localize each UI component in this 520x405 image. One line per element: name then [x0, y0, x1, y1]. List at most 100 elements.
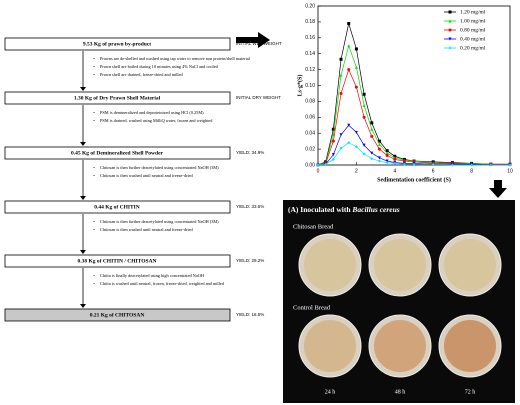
- right-arrow: [236, 32, 270, 48]
- marker: [331, 157, 335, 161]
- marker: [362, 152, 366, 156]
- x-tick-label: 8: [470, 168, 473, 174]
- marker: [362, 143, 366, 147]
- y-axis-label: Ls-g*(S): [296, 75, 303, 97]
- y-tick-label: 0.20: [305, 3, 315, 9]
- marker: [354, 47, 358, 51]
- x-axis-label: Sedimentation coefficient (S): [377, 176, 451, 183]
- marker: [331, 127, 335, 131]
- bullet: •: [93, 219, 95, 224]
- step-box: [4, 254, 231, 268]
- step-bullet: Chitosan is then further deacetylated us…: [100, 165, 219, 170]
- marker: [377, 156, 381, 160]
- series-line: [317, 142, 510, 166]
- y-tick-label: 0.02: [305, 146, 315, 152]
- y-tick-label: 0.10: [305, 83, 315, 89]
- bread-sample: [444, 239, 496, 291]
- bullet: •: [93, 118, 95, 123]
- bread-sample: [374, 320, 426, 372]
- step-note: INITIAL DRY WEIGHT: [236, 95, 281, 100]
- series-line: [317, 68, 510, 166]
- y-tick-label: 0.16: [305, 35, 315, 41]
- marker: [377, 147, 381, 151]
- step-label: 1.30 Kg of Dry Prawn Shell Material: [74, 95, 161, 101]
- step-box: [4, 37, 231, 51]
- legend-marker: [448, 19, 452, 23]
- marker: [324, 162, 328, 166]
- marker: [339, 57, 343, 61]
- marker: [402, 162, 406, 166]
- marker: [393, 161, 397, 165]
- series-line: [317, 44, 510, 166]
- bullet: •: [93, 281, 95, 286]
- marker: [508, 163, 512, 167]
- marker: [370, 157, 374, 161]
- bread-sample: [304, 239, 356, 291]
- marker: [339, 146, 343, 150]
- y-tick-label: 0.14: [305, 51, 315, 57]
- marker: [354, 130, 358, 134]
- organism: Bacillus cereus: [351, 205, 399, 214]
- bullet: •: [93, 165, 95, 170]
- flow-arrowhead: [80, 250, 86, 254]
- step-note: YIELD: 33.5%: [236, 204, 264, 209]
- marker: [385, 153, 389, 157]
- legend-label: 0.80 mg/ml: [460, 27, 486, 33]
- series-line: [317, 124, 510, 166]
- row-label: Control Bread: [293, 304, 331, 311]
- marker: [377, 142, 381, 146]
- y-tick-label: 0.18: [305, 19, 315, 25]
- bullet: •: [93, 64, 95, 69]
- marker: [385, 149, 389, 153]
- marker: [377, 139, 381, 143]
- step-bullet: Prawn shell are boiled during 10 minutes…: [100, 64, 219, 69]
- legend-marker: [448, 46, 452, 50]
- step-bullet: Chitin is finally deacetylated using hig…: [100, 273, 204, 278]
- marker: [331, 139, 335, 143]
- y-tick-label: 0.06: [305, 115, 315, 121]
- legend-label: 0.40 mg/ml: [460, 36, 486, 42]
- marker: [385, 159, 389, 163]
- marker: [370, 121, 374, 125]
- flow-arrowhead: [80, 142, 86, 146]
- flow-arrowhead: [80, 196, 86, 200]
- bullet: •: [93, 110, 95, 115]
- marker: [316, 163, 320, 167]
- marker: [385, 151, 389, 155]
- legend-label: 1.00 mg/ml: [460, 18, 486, 24]
- step-label: 0.38 Kg of CHITIN / CHITOSAN: [77, 258, 156, 264]
- marker: [339, 133, 343, 137]
- step-bullet: Chitosan is then washed until neutral an…: [100, 227, 194, 232]
- marker: [402, 159, 406, 163]
- row-label: Chitosan Bread: [293, 223, 334, 230]
- time-label: 24 h: [325, 389, 336, 395]
- marker: [370, 127, 374, 131]
- marker: [331, 153, 335, 157]
- step-note: YIELD: 34.9%: [236, 150, 264, 155]
- time-label: 72 h: [465, 389, 476, 395]
- bullet: •: [93, 227, 95, 232]
- time-label: 48 h: [395, 389, 406, 395]
- marker: [339, 91, 343, 95]
- x-tick-label: 0: [317, 168, 320, 174]
- marker: [347, 21, 351, 25]
- step-note: YIELD: 29.2%: [236, 258, 264, 263]
- marker: [450, 163, 454, 167]
- step-label: 0.45 Kg of Demineralized Shell Powder: [71, 150, 164, 156]
- step-bullet: Chitosan is then washed until neutral an…: [100, 173, 194, 178]
- marker: [339, 73, 343, 77]
- marker: [347, 68, 351, 72]
- step-note: YIELD: 16.5%: [236, 312, 264, 317]
- bread-sample: [444, 320, 496, 372]
- marker: [370, 151, 374, 155]
- x-tick-label: 6: [432, 168, 435, 174]
- marker: [470, 163, 474, 167]
- step-label: 0.21 Kg of CHITOSAN: [90, 312, 145, 318]
- bullet: •: [93, 173, 95, 178]
- x-tick-label: 2: [355, 168, 358, 174]
- series-line: [317, 23, 510, 166]
- step-bullet: Prawn shell are drained, freeze-dried an…: [100, 72, 184, 78]
- step-box: [4, 308, 231, 322]
- step-label: 0.44 Kg of CHITIN: [94, 204, 140, 210]
